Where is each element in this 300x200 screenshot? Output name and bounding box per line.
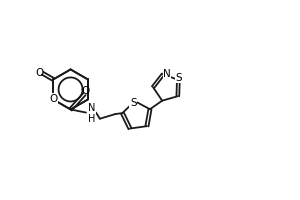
Text: N: N: [163, 69, 171, 79]
Text: S: S: [176, 73, 182, 83]
Text: S: S: [130, 98, 136, 108]
Text: N
H: N H: [88, 103, 96, 124]
Text: O: O: [35, 68, 44, 78]
Text: O: O: [49, 94, 57, 104]
Text: O: O: [82, 86, 90, 96]
